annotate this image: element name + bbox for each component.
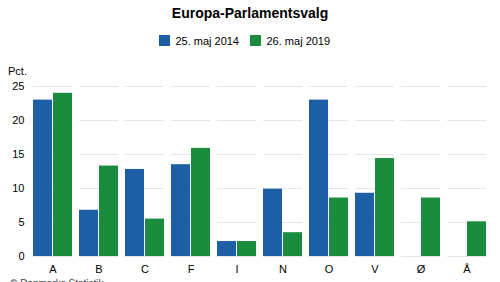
html-text:Europa-Parlamentsvalg: Europa-Parlamentsvalg <box>171 5 329 21</box>
svg-text:A: A <box>49 263 57 275</box>
svg-text:0: 0 <box>18 250 24 262</box>
svg-text:Ø: Ø <box>417 263 426 275</box>
svg-text:F: F <box>188 263 195 275</box>
svg-text:N: N <box>279 263 287 275</box>
html-text:25. maj 2014: 25. maj 2014 <box>175 34 239 47</box>
svg-text:15: 15 <box>12 148 24 160</box>
svg-text:I: I <box>235 263 238 275</box>
svg-text:5: 5 <box>18 216 24 228</box>
svg-text:C: C <box>141 263 149 275</box>
svg-text:O: O <box>325 263 334 275</box>
svg-text:Å: Å <box>463 263 471 275</box>
svg-text:20: 20 <box>12 114 24 126</box>
svg-text:10: 10 <box>12 182 24 194</box>
svg-text:B: B <box>95 263 102 275</box>
html-text:26. maj 2019: 26. maj 2019 <box>266 34 331 47</box>
svg-text:25: 25 <box>12 80 24 92</box>
html-text:Pct.: Pct. <box>8 64 27 77</box>
svg-text:V: V <box>371 263 379 275</box>
